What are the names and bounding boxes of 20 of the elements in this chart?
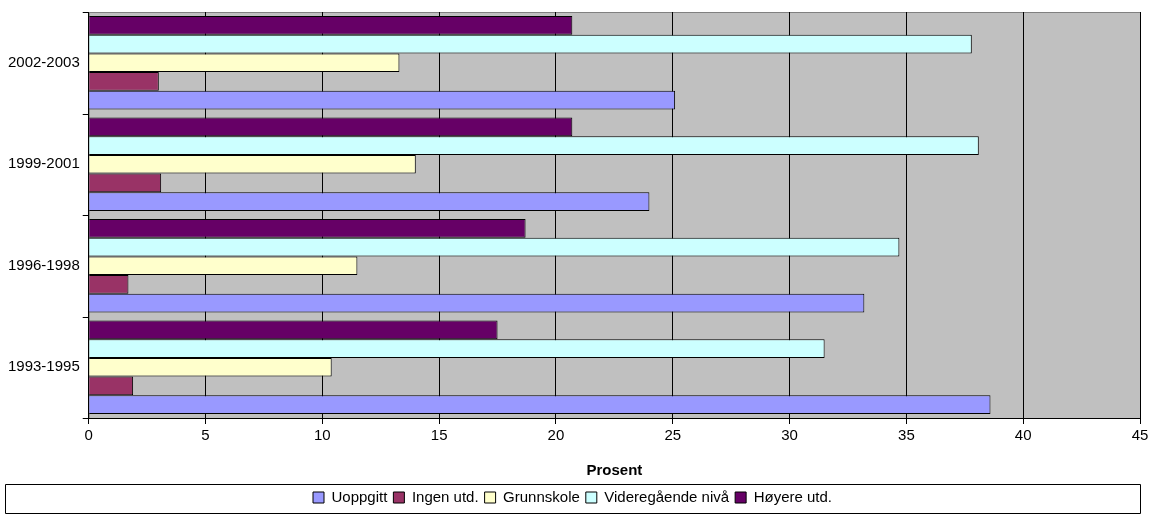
x-axis-title: Prosent — [586, 461, 643, 479]
x-tick-label: 5 — [201, 426, 210, 444]
x-tick-label: 40 — [1014, 426, 1032, 444]
y-tick-label: 1996-1998 — [8, 255, 80, 273]
x-tick-label: 25 — [664, 426, 682, 444]
y-tick-label: 1999-2001 — [8, 154, 80, 172]
x-tick-label: 15 — [430, 426, 448, 444]
legend-label: Ingen utd. — [411, 487, 479, 505]
x-tick-label: 0 — [84, 426, 93, 444]
legend-label: Høyere utd. — [753, 487, 833, 505]
x-tick-label: 35 — [898, 426, 915, 444]
x-tick-label: 45 — [1131, 426, 1149, 444]
y-tick-label: 1993-1995 — [8, 357, 80, 375]
x-tick-label: 10 — [314, 426, 331, 444]
legend-label: Grunnskole — [503, 487, 580, 505]
x-tick-label: 20 — [547, 426, 565, 444]
x-tick-label: 30 — [781, 426, 798, 444]
y-tick-label: 2002-2003 — [8, 52, 80, 70]
legend-label: Uoppgitt — [331, 487, 389, 505]
legend-label: Videregående nivå — [604, 487, 730, 505]
